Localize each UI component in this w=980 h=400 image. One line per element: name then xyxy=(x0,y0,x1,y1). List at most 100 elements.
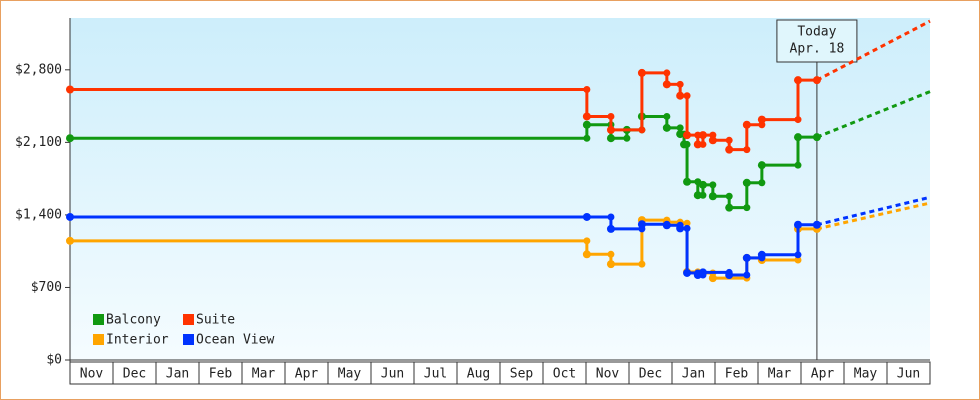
step-end-dot xyxy=(676,80,684,88)
data-point xyxy=(742,178,751,187)
step-end-dot xyxy=(794,251,802,259)
legend-label: Suite xyxy=(196,313,235,328)
data-point xyxy=(757,115,766,124)
data-point xyxy=(698,131,707,140)
data-point xyxy=(725,271,734,280)
data-point xyxy=(637,220,646,229)
data-point xyxy=(698,268,707,277)
data-point xyxy=(606,224,615,233)
legend-label: Balcony xyxy=(106,313,161,328)
data-point xyxy=(662,80,671,89)
legend-swatch xyxy=(183,314,194,325)
data-point xyxy=(708,274,717,283)
step-end-dot xyxy=(743,204,751,212)
today-label: Apr. 18 xyxy=(790,42,845,57)
step-end-dot xyxy=(725,192,733,200)
data-point xyxy=(66,85,74,94)
step-end-dot xyxy=(676,124,684,132)
step-end-dot xyxy=(638,260,646,268)
step-end-dot xyxy=(663,112,671,120)
step-end-dot xyxy=(683,224,691,232)
projection xyxy=(816,201,931,231)
step-end-dot xyxy=(623,134,631,142)
projection xyxy=(816,19,931,82)
step-end-dot xyxy=(794,161,802,169)
step-end-dot xyxy=(683,219,691,227)
x-tick-label: Oct xyxy=(553,367,576,382)
step-end-dot xyxy=(683,92,691,100)
data-point xyxy=(606,260,615,269)
y-tick-label: $700 xyxy=(31,280,62,295)
x-tick-label: May xyxy=(854,367,878,382)
step-end-dot xyxy=(725,136,733,144)
month-box xyxy=(886,361,931,385)
data-point xyxy=(606,125,615,134)
step-end-dot xyxy=(607,112,615,120)
x-tick-label: Apr xyxy=(811,367,835,382)
step-end-dot xyxy=(583,237,591,245)
data-point xyxy=(793,220,802,229)
x-tick-label: Jan xyxy=(682,367,705,382)
data-point xyxy=(637,68,646,77)
legend-label: Interior xyxy=(106,333,169,348)
x-tick-label: Mar xyxy=(252,367,276,382)
plot-area xyxy=(70,18,930,360)
step-end-dot xyxy=(607,250,615,258)
data-point xyxy=(676,224,685,233)
step-end-dot xyxy=(699,140,707,148)
data-point xyxy=(683,268,692,277)
data-point xyxy=(66,134,74,143)
projection xyxy=(816,90,931,139)
data-point xyxy=(812,133,821,142)
data-point xyxy=(698,180,707,189)
data-point xyxy=(757,161,766,170)
data-point xyxy=(66,236,74,245)
data-point xyxy=(676,91,685,100)
y-tick-label: $2,800 xyxy=(15,62,62,77)
step-end-dot xyxy=(583,134,591,142)
y-tick-label: $0 xyxy=(46,353,62,368)
data-point xyxy=(742,253,751,262)
x-tick-label: Sep xyxy=(510,367,534,382)
data-point xyxy=(693,140,702,149)
step-end-dot xyxy=(758,179,766,187)
data-point xyxy=(66,212,74,221)
data-point xyxy=(662,123,671,132)
step-end-dot xyxy=(743,271,751,279)
x-tick-label: Feb xyxy=(725,367,749,382)
legend-label: Ocean View xyxy=(196,333,274,348)
data-point xyxy=(793,133,802,142)
data-point xyxy=(757,250,766,259)
step-end-dot xyxy=(794,116,802,124)
data-point xyxy=(662,221,671,230)
step-end-dot xyxy=(638,126,646,134)
legend-swatch xyxy=(183,334,194,345)
legend-swatch xyxy=(93,314,104,325)
data-point xyxy=(582,212,591,221)
x-tick-label: Mar xyxy=(768,367,792,382)
data-point xyxy=(582,250,591,259)
data-point xyxy=(582,112,591,121)
data-point xyxy=(725,145,734,154)
step-end-dot xyxy=(583,86,591,94)
data-point xyxy=(725,203,734,212)
projection xyxy=(816,195,931,227)
data-point xyxy=(742,120,751,129)
today-box xyxy=(776,19,858,63)
today-label: Today xyxy=(797,25,836,40)
data-point xyxy=(793,76,802,85)
x-tick-label: Jun xyxy=(381,367,404,382)
step-end-dot xyxy=(743,146,751,154)
step-end-dot xyxy=(794,256,802,264)
x-tick-label: Jun xyxy=(897,367,920,382)
step-end-dot xyxy=(699,191,707,199)
x-tick-label: Nov xyxy=(80,367,104,382)
data-point xyxy=(812,220,821,229)
x-tick-label: May xyxy=(338,367,362,382)
data-point xyxy=(683,131,692,140)
data-point xyxy=(582,120,591,129)
x-tick-label: Aug xyxy=(467,367,490,382)
data-point xyxy=(606,134,615,143)
step-end-dot xyxy=(683,140,691,148)
